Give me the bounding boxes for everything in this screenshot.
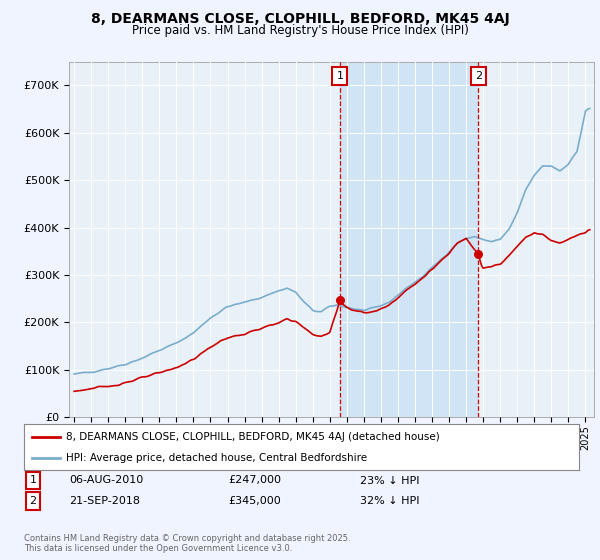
Text: HPI: Average price, detached house, Central Bedfordshire: HPI: Average price, detached house, Cent… [65, 453, 367, 463]
Text: £345,000: £345,000 [228, 496, 281, 506]
Point [335, 296, 344, 305]
Point [473, 249, 483, 258]
Text: 23% ↓ HPI: 23% ↓ HPI [360, 475, 419, 486]
Text: 1: 1 [29, 475, 37, 486]
Text: Contains HM Land Registry data © Crown copyright and database right 2025.
This d: Contains HM Land Registry data © Crown c… [24, 534, 350, 553]
Text: 32% ↓ HPI: 32% ↓ HPI [360, 496, 419, 506]
Text: 2: 2 [29, 496, 37, 506]
Text: £247,000: £247,000 [228, 475, 281, 486]
Text: Price paid vs. HM Land Registry's House Price Index (HPI): Price paid vs. HM Land Registry's House … [131, 24, 469, 37]
Text: 21-SEP-2018: 21-SEP-2018 [69, 496, 140, 506]
Bar [340, 62, 478, 417]
Text: 06-AUG-2010: 06-AUG-2010 [69, 475, 143, 486]
Text: 8, DEARMANS CLOSE, CLOPHILL, BEDFORD, MK45 4AJ (detached house): 8, DEARMANS CLOSE, CLOPHILL, BEDFORD, MK… [65, 432, 439, 442]
Text: 8, DEARMANS CLOSE, CLOPHILL, BEDFORD, MK45 4AJ: 8, DEARMANS CLOSE, CLOPHILL, BEDFORD, MK… [91, 12, 509, 26]
Text: 2: 2 [475, 71, 482, 81]
Text: 1: 1 [337, 71, 343, 81]
